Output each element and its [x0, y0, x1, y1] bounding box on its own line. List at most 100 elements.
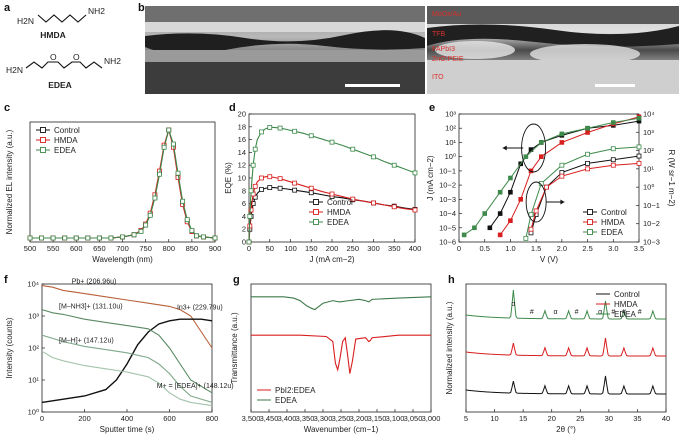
e-j-point-control: [487, 225, 493, 231]
panel-label-c: c: [4, 102, 11, 114]
layer-label-tfb: TFB: [432, 31, 446, 38]
g-xtick-label: 3,050: [404, 414, 423, 423]
g-xtick-label: 3,350: [296, 414, 315, 423]
f-xtick-label: 200: [78, 414, 91, 423]
panel-a: a H2N NH2 HMDA H2N O O NH2 EDEA: [0, 0, 135, 95]
c-xtick-label: 850: [186, 244, 199, 253]
d-point-edea: [247, 214, 253, 219]
h-xtick-label: 10: [490, 414, 498, 423]
f-series-1: [41, 318, 213, 404]
e-yaxis-label-right: R (W sr−1 m−2): [667, 150, 676, 207]
edea-right-group: NH2: [104, 56, 121, 66]
g-yaxis-label: Transmittance (a.u.): [230, 312, 239, 384]
f-ytick-label: 10¹: [28, 376, 39, 385]
d-point-edea: [248, 188, 254, 194]
c-point-edea: [85, 235, 91, 241]
e-j-point-control: [508, 189, 513, 195]
c-point-edea: [180, 198, 186, 204]
d-ytick-label: 10: [238, 174, 246, 183]
e-r-point-hmda: [533, 208, 539, 214]
d-xaxis-label: J (mA cm−2): [309, 255, 354, 264]
g-xtick-label: 3,400: [278, 414, 297, 423]
c-point-edea: [184, 217, 190, 223]
d-xtick-label: 150: [305, 244, 318, 253]
panel-e: e 0 0.5 1.0 1.5 2.0 2.5 3.0 3.5 10−6 10−5 10−4 10−3…: [425, 100, 680, 270]
e-r-point-control: [636, 153, 642, 159]
d-point-hmda: [267, 174, 273, 180]
e-legend-marker: [587, 229, 593, 235]
edea-left-group: H2N: [6, 65, 23, 75]
d-ytick-label: 20: [238, 110, 246, 119]
edea-structure: H2N O O NH2 EDEA: [6, 52, 121, 90]
e-ellipse-r: [525, 181, 547, 223]
d-xtick-label: 400: [409, 244, 422, 253]
c-legend-marker: [40, 137, 46, 143]
d-point-edea: [329, 139, 335, 145]
c-point-edea: [157, 171, 162, 177]
chart-c: 500 550 600 650 700 750 800 850 900 Wavelength (n…: [5, 121, 221, 264]
d-point-hmda: [248, 207, 254, 213]
c-point-edea: [62, 235, 68, 241]
d-point-edea: [412, 170, 418, 176]
e-j-point-hmda: [585, 130, 590, 135]
layer-label-ito: ITO: [432, 74, 444, 81]
h-xtick-label: 20: [548, 414, 556, 423]
e-arrowhead-right: [560, 199, 565, 205]
chart-d: 0 50 100 150 200 250 300 350 400 0 2 4 6 8 10 12 14 16 18 2…: [224, 110, 422, 265]
g-xtick-label: 3,250: [332, 414, 351, 423]
d-point-control: [250, 201, 256, 206]
d-ytick-label: 6: [242, 199, 246, 208]
e-r-point-hmda: [544, 184, 549, 190]
e-xtick-label: 2.0: [557, 244, 567, 253]
d-point-hmda: [292, 180, 298, 186]
g-xtick-label: 3,100: [386, 414, 405, 423]
h-yaxis-label: Normalized intensity (a.u.): [445, 301, 454, 394]
d-point-edea: [259, 129, 264, 135]
f-ytick-label: 10²: [28, 344, 39, 353]
e-r-point-hmda: [585, 166, 590, 172]
e-j-point-hmda: [497, 232, 503, 238]
d-point-edea: [250, 162, 256, 168]
scale-bar-tem: [595, 84, 635, 87]
d-ytick-label: 12: [238, 161, 246, 170]
edea-name: EDEA: [48, 80, 72, 90]
e-j-series-control: [489, 120, 640, 229]
d-point-control: [259, 187, 264, 192]
c-point-edea: [96, 235, 102, 241]
e-j-point-edea: [585, 125, 590, 131]
d-point-hmda: [371, 200, 376, 206]
d-xtick-label: 300: [367, 244, 380, 253]
layer-label-zno-peie: ZnO:PEIE: [432, 56, 464, 63]
d-legend-label: EDEA: [327, 218, 349, 227]
c-xaxis-label: Wavelength (nm): [92, 255, 153, 264]
e-r-point-edea: [610, 146, 616, 152]
e-legend-label: Control: [601, 208, 627, 217]
panel-label-h: h: [448, 274, 455, 286]
d-ytick-label: 18: [238, 122, 246, 131]
chart-e: 0 0.5 1.0 1.5 2.0 2.5 3.0 3.5 10−6 10−5 10−4 10−3 10…: [426, 110, 676, 265]
h-peak-annotation: #: [530, 309, 534, 316]
e-r-ytick-label: 10−3: [643, 238, 660, 247]
d-ytick-label: 14: [238, 148, 246, 157]
d-point-edea: [246, 239, 252, 245]
g-xaxis-label: Wavenumber (cm−1): [304, 425, 379, 434]
d-xtick-label: 350: [388, 244, 401, 253]
h-xtick-label: 15: [519, 414, 527, 423]
f-series-4: [41, 350, 213, 407]
chart-g: 3,500 3,450 3,400 3,350 3,300 3,250 3,200 3,150…: [230, 283, 440, 434]
f-series-2: [41, 309, 213, 394]
f-ytick-label: 10³: [28, 312, 39, 321]
panel-label-e: e: [429, 102, 436, 114]
f-annotation-in: In3+ (229.79u): [177, 305, 223, 312]
d-xtick-label: 0: [247, 244, 251, 253]
f-annotation-m: M+ = [EDEA]+ (148.12u): [157, 383, 234, 390]
d-point-hmda: [308, 185, 314, 191]
h-xaxis-label: 2θ (°): [556, 425, 576, 434]
c-point-edea: [194, 233, 199, 239]
f-xtick-label: 600: [163, 414, 176, 423]
c-point-edea: [201, 234, 206, 240]
g-xtick-label: 3,500: [242, 414, 261, 423]
c-point-edea: [120, 234, 125, 240]
c-point-edea: [131, 232, 137, 238]
d-point-hmda: [350, 196, 356, 202]
